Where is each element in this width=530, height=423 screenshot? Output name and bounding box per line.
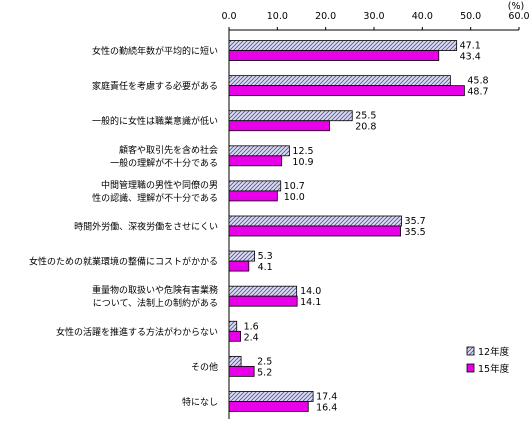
category-label: 重量物の取扱いや危険有害業務: [92, 284, 218, 296]
value-label-15: 16.4: [316, 402, 337, 413]
bar-12: [228, 320, 238, 332]
value-label-12: 25.5: [355, 111, 376, 122]
bar-15: [228, 365, 255, 377]
value-label-15: 5.2: [257, 367, 272, 378]
bar-15: [228, 50, 440, 61]
legend-label: 12年度: [478, 346, 510, 358]
value-label-15: 4.1: [258, 262, 273, 273]
category-label: について、法制上の制約がある: [93, 297, 218, 309]
category-label: 女性のための就業環境の整備にコストがかかる: [29, 256, 218, 268]
x-tick-label: 20.0: [315, 11, 336, 22]
bar-15: [228, 225, 401, 237]
bar-15: [228, 85, 465, 97]
legend: 12年度 15年度: [466, 346, 510, 375]
legend-swatch: [466, 363, 475, 373]
value-label-15: 2.4: [244, 332, 259, 343]
bar-12: [228, 391, 314, 402]
value-label-12: 2.5: [257, 356, 272, 367]
category-label: 特になし: [182, 396, 218, 408]
value-label-15: 20.8: [355, 122, 376, 133]
bar-12: [228, 145, 290, 157]
category-label: 顧客や取引先を含め社会: [119, 144, 218, 156]
bar-15: [228, 295, 298, 307]
bar-12: [228, 215, 402, 227]
bar-12: [228, 110, 353, 122]
value-label-12: 35.7: [405, 216, 426, 227]
bars: [228, 40, 465, 412]
category-label: 女性の活躍を推進する方法がわからない: [56, 326, 218, 338]
value-label-12: 45.8: [467, 76, 488, 87]
bar-12: [228, 285, 298, 297]
category-label: 一般的に女性は職業意識が低い: [92, 115, 218, 127]
value-label-12: 47.1: [460, 41, 481, 52]
category-label: 中間管理職の男性や同僚の男: [101, 179, 218, 191]
x-tick-label: 0.0: [221, 11, 236, 22]
value-label-12: 10.7: [284, 181, 305, 192]
value-label-12: 17.4: [316, 391, 337, 402]
bar-15: [228, 190, 278, 202]
value-label-15: 35.5: [405, 227, 426, 238]
x-tick-label: 10.0: [267, 11, 288, 22]
value-label-12: 5.3: [258, 251, 273, 262]
value-label-15: 10.9: [292, 157, 313, 168]
x-tick-label: 60.0: [508, 11, 529, 22]
category-label: 性の認識、理解が不十分である: [92, 192, 218, 204]
bar-12: [228, 40, 458, 51]
value-label-15: 14.1: [300, 297, 321, 308]
value-label-12: 1.6: [244, 321, 259, 332]
bar-15: [228, 401, 309, 412]
bar-12: [228, 355, 242, 367]
bar-12: [228, 250, 256, 262]
bar-12: [228, 75, 451, 87]
x-tick-label: 40.0: [412, 11, 433, 22]
unit-label: (%): [508, 1, 524, 12]
value-label-15: 43.4: [460, 52, 481, 63]
category-label: その他: [191, 361, 218, 373]
category-label: 時間外労働、深夜労働をさせにくい: [74, 221, 218, 233]
x-tick-label: 30.0: [363, 11, 384, 22]
bar-15: [228, 330, 241, 342]
value-label-15: 10.0: [284, 192, 305, 203]
category-labels: 女性の勤続年数が平均的に短い家庭責任を考慮する必要がある一般的に女性は職業意識が…: [29, 45, 218, 408]
legend-swatch: [466, 346, 475, 356]
value-label-15: 48.7: [467, 87, 488, 98]
value-labels: 47.143.4 45.848.7 25.520.8 12.510.9 10.710.0…: [244, 41, 489, 414]
bar-15: [228, 120, 330, 132]
category-label: 一般の理解が不十分である: [110, 157, 218, 169]
bar-12: [228, 180, 282, 192]
category-label: 家庭責任を考慮する必要がある: [92, 80, 218, 92]
category-label: 女性の勤続年数が平均的に短い: [92, 45, 218, 57]
value-label-12: 12.5: [292, 146, 313, 157]
x-tick-label: 50.0: [460, 11, 481, 22]
value-label-12: 14.0: [300, 286, 321, 297]
bar-15: [228, 260, 250, 272]
legend-label: 15年度: [478, 363, 510, 375]
bar-15: [228, 155, 283, 167]
